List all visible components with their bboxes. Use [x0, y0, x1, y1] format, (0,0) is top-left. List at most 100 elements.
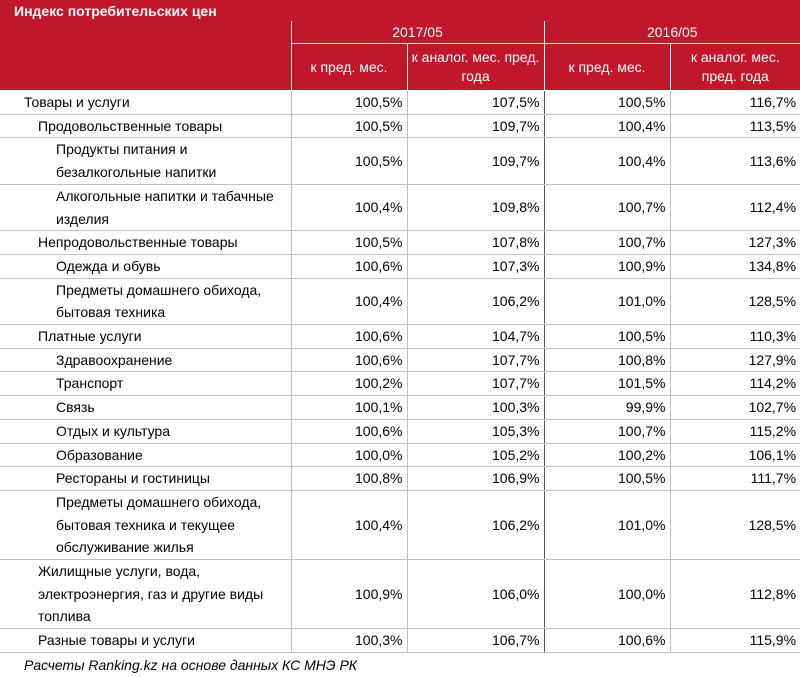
value-yoy-2017: 109,8% — [406, 184, 544, 232]
row-label: Отдых и культура — [0, 419, 291, 444]
row-label: Предметы домашнего обихода, бытовая техн… — [0, 490, 291, 561]
value-yoy-2016: 115,9% — [669, 628, 800, 653]
value-yoy-2016: 128,5% — [669, 490, 800, 561]
table-row: Здравоохранение 100,6% 107,7% 100,8% 127,9% — [0, 348, 800, 373]
value-yoy-2016: 127,3% — [669, 230, 800, 255]
value-mom-2016: 100,5% — [543, 90, 670, 115]
value-yoy-2016: 106,1% — [669, 443, 800, 468]
subheader-yoy-2016: к аналог. мес. пред. года — [669, 43, 800, 91]
row-label: Продовольственные товары — [0, 114, 291, 139]
value-yoy-2016: 127,9% — [669, 348, 800, 373]
value-mom-2017: 100,1% — [290, 395, 407, 420]
row-label: Образование — [0, 443, 291, 468]
value-mom-2017: 100,5% — [290, 230, 407, 255]
value-mom-2016: 100,7% — [543, 184, 670, 232]
row-label: Здравоохранение — [0, 348, 291, 373]
value-mom-2017: 100,5% — [290, 137, 407, 185]
table-row: Транспорт 100,2% 107,7% 101,5% 114,2% — [0, 371, 800, 397]
row-label: Жилищные услуги, вода, электроэнергия, г… — [0, 559, 291, 630]
value-mom-2017: 100,4% — [290, 278, 407, 326]
value-mom-2017: 100,9% — [290, 559, 407, 630]
value-mom-2017: 100,4% — [290, 184, 407, 232]
table-row: Отдых и культура 100,6% 105,3% 100,7% 115,2% — [0, 419, 800, 444]
subheader-yoy-2017: к аналог. мес. пред. года — [406, 43, 544, 91]
value-yoy-2017: 107,7% — [406, 348, 544, 373]
row-label: Платные услуги — [0, 324, 291, 349]
value-mom-2017: 100,8% — [290, 466, 407, 491]
table-row: Жилищные услуги, вода, электроэнергия, г… — [0, 559, 800, 630]
value-mom-2017: 100,2% — [290, 371, 407, 397]
subheader-mom-2017: к пред. мес. — [290, 43, 407, 91]
table-row: Предметы домашнего обихода, бытовая техн… — [0, 278, 800, 326]
value-yoy-2017: 106,2% — [406, 278, 544, 326]
table-body: Товары и услуги 100,5% 107,5% 100,5% 116,7% П… — [0, 90, 800, 653]
row-label: Связь — [0, 395, 291, 420]
value-yoy-2017: 106,2% — [406, 490, 544, 561]
value-yoy-2017: 106,0% — [406, 559, 544, 630]
value-mom-2016: 100,9% — [543, 254, 670, 279]
value-mom-2016: 100,4% — [543, 114, 670, 139]
row-label: Продукты питания и безалкогольные напитк… — [0, 137, 291, 185]
value-yoy-2016: 116,7% — [669, 90, 800, 115]
cpi-table: Индекс потребительских цен 2017/05 2016/… — [0, 0, 800, 653]
value-mom-2016: 100,2% — [543, 443, 670, 468]
source-footnote: Расчеты Ranking.kz на основе данных КС М… — [24, 656, 358, 673]
value-yoy-2017: 109,7% — [406, 114, 544, 139]
subheader-mom-2016: к пред. мес. — [543, 43, 670, 91]
row-label: Алкогольные напитки и табачные изделия — [0, 184, 291, 232]
period-header-2016: 2016/05 — [543, 21, 800, 44]
value-yoy-2017: 105,2% — [406, 443, 544, 468]
value-mom-2016: 101,5% — [543, 371, 670, 397]
value-mom-2016: 100,0% — [543, 559, 670, 630]
value-yoy-2017: 107,5% — [406, 90, 544, 115]
value-yoy-2016: 110,3% — [669, 324, 800, 349]
table-row: Продукты питания и безалкогольные напитк… — [0, 137, 800, 185]
value-yoy-2016: 134,8% — [669, 254, 800, 279]
value-yoy-2017: 107,8% — [406, 230, 544, 255]
value-mom-2017: 100,0% — [290, 443, 407, 468]
table-row: Образование 100,0% 105,2% 100,2% 106,1% — [0, 443, 800, 468]
value-yoy-2017: 106,7% — [406, 628, 544, 653]
value-yoy-2016: 113,5% — [669, 114, 800, 139]
value-yoy-2016: 112,4% — [669, 184, 800, 232]
value-mom-2017: 100,4% — [290, 490, 407, 561]
table-row: Непродовольственные товары 100,5% 107,8% 10… — [0, 230, 800, 255]
value-yoy-2017: 106,9% — [406, 466, 544, 491]
value-mom-2016: 100,4% — [543, 137, 670, 185]
table-row: Платные услуги 100,6% 104,7% 100,5% 110,3% — [0, 324, 800, 349]
table-row: Предметы домашнего обихода, бытовая техн… — [0, 490, 800, 561]
value-yoy-2017: 105,3% — [406, 419, 544, 444]
value-mom-2016: 100,7% — [543, 419, 670, 444]
value-mom-2016: 99,9% — [543, 395, 670, 420]
value-mom-2016: 101,0% — [543, 278, 670, 326]
value-yoy-2016: 111,7% — [669, 466, 800, 491]
table-row: Алкогольные напитки и табачные изделия 10… — [0, 184, 800, 232]
value-mom-2016: 101,0% — [543, 490, 670, 561]
value-yoy-2017: 104,7% — [406, 324, 544, 349]
value-yoy-2017: 107,7% — [406, 371, 544, 397]
table-row: Продовольственные товары 100,5% 109,7% 100,… — [0, 114, 800, 139]
table-row: Разные товары и услуги 100,3% 106,7% 100,6%… — [0, 628, 800, 653]
value-yoy-2016: 114,2% — [669, 371, 800, 397]
row-label: Товары и услуги — [0, 90, 291, 115]
value-mom-2016: 100,5% — [543, 324, 670, 349]
value-mom-2017: 100,6% — [290, 348, 407, 373]
table-row: Товары и услуги 100,5% 107,5% 100,5% 116,7% — [0, 90, 800, 115]
row-label: Рестораны и гостиницы — [0, 466, 291, 491]
value-yoy-2016: 113,6% — [669, 137, 800, 185]
value-mom-2017: 100,3% — [290, 628, 407, 653]
value-mom-2017: 100,6% — [290, 324, 407, 349]
value-yoy-2017: 100,3% — [406, 395, 544, 420]
row-label-header — [0, 21, 291, 91]
table-title: Индекс потребительских цен — [0, 0, 800, 21]
value-yoy-2017: 109,7% — [406, 137, 544, 185]
value-mom-2017: 100,6% — [290, 254, 407, 279]
value-yoy-2016: 128,5% — [669, 278, 800, 326]
value-mom-2017: 100,5% — [290, 90, 407, 115]
row-label: Предметы домашнего обихода, бытовая техн… — [0, 278, 291, 326]
value-mom-2016: 100,7% — [543, 230, 670, 255]
value-yoy-2017: 107,3% — [406, 254, 544, 279]
table-row: Одежда и обувь 100,6% 107,3% 100,9% 134,8% — [0, 254, 800, 279]
table-row: Рестораны и гостиницы 100,8% 106,9% 100,5% 1… — [0, 466, 800, 491]
table-row: Связь 100,1% 100,3% 99,9% 102,7% — [0, 395, 800, 420]
